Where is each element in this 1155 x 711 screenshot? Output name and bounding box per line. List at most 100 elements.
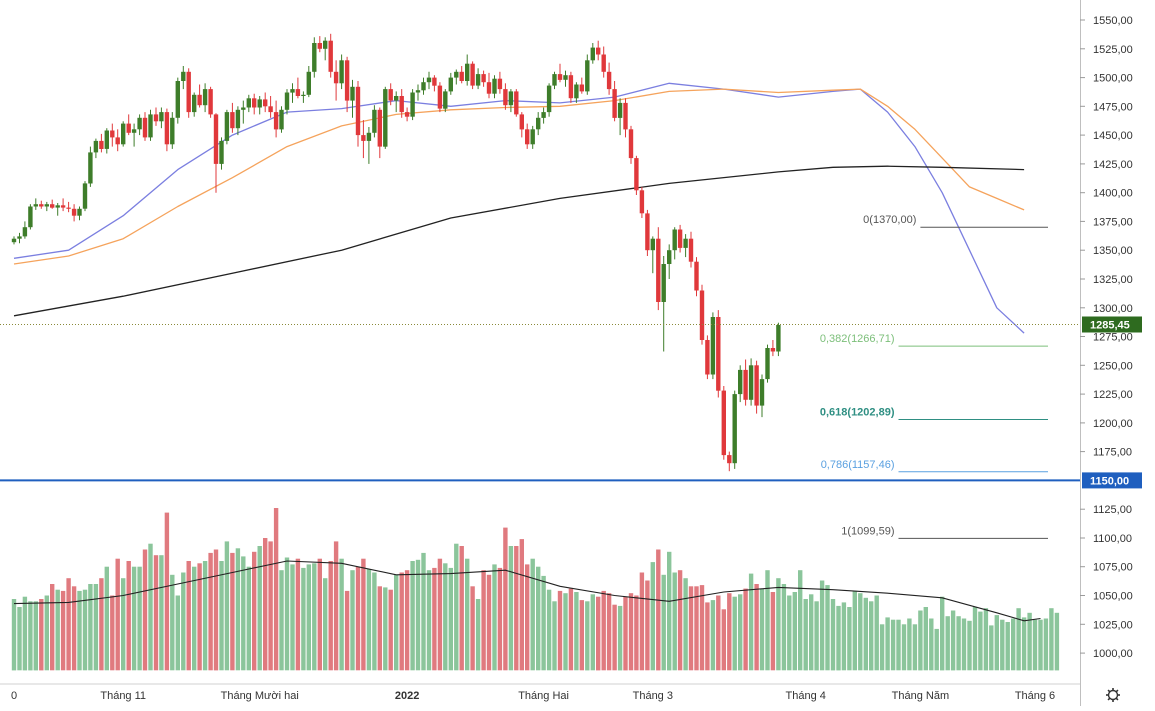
candle-body <box>355 86 361 136</box>
volume-bar <box>634 595 639 671</box>
volume-bar <box>388 589 393 671</box>
volume-bar <box>738 594 743 671</box>
candle-body <box>284 92 290 110</box>
candle-body <box>181 71 186 81</box>
candle-body <box>688 238 694 262</box>
volume-bar <box>617 605 623 671</box>
settings-gear-icon[interactable] <box>1106 688 1120 702</box>
candle-body <box>153 114 159 122</box>
volume-bar <box>912 624 918 671</box>
volume-bar <box>131 566 137 671</box>
volume-bar <box>677 570 683 671</box>
candle-body <box>454 71 459 78</box>
candle-body <box>44 204 49 207</box>
volume-bar <box>170 574 175 671</box>
volume-bar <box>475 599 481 671</box>
candle-body <box>328 40 333 72</box>
volume-bar <box>1032 619 1038 671</box>
candle-body <box>672 229 677 251</box>
candle-body <box>246 98 251 108</box>
volume-bar <box>50 584 55 671</box>
candle-body <box>519 114 524 130</box>
candle-body <box>465 63 470 81</box>
candle-body <box>175 81 180 118</box>
price-tick-label: 1375,00 <box>1093 216 1133 228</box>
volume-bar <box>1000 619 1005 671</box>
candle-body <box>383 89 388 147</box>
volume-bar <box>192 566 197 671</box>
current-price-badge-label: 1285,45 <box>1090 320 1130 332</box>
candle-body <box>317 43 322 49</box>
candle-body <box>257 99 262 108</box>
volume-bar <box>394 574 399 671</box>
volume-bar <box>978 611 983 671</box>
candle-body <box>645 213 650 251</box>
candle-body <box>475 74 481 86</box>
volume-bar <box>323 578 328 671</box>
fib-level-label: 0,618(1202,89) <box>820 407 895 419</box>
candle-body <box>377 109 382 147</box>
volume-bar <box>71 586 77 671</box>
candle-body <box>443 91 448 109</box>
volume-bar <box>934 628 939 671</box>
candle-body <box>323 40 328 49</box>
candle-body <box>612 89 617 118</box>
time-axis-label: Tháng 3 <box>633 690 673 702</box>
volume-bar <box>945 616 950 671</box>
volume-bar <box>585 601 590 671</box>
candle-body <box>186 71 191 113</box>
candle-body <box>33 204 38 207</box>
candle-body <box>279 109 284 130</box>
volume-bar <box>727 593 732 671</box>
candle-body <box>585 60 590 92</box>
candle-body <box>339 60 344 84</box>
volume-bar <box>748 573 754 671</box>
volume-bar <box>541 575 546 671</box>
volume-bar <box>525 564 530 671</box>
volume-bar <box>667 551 672 671</box>
volume-bar <box>754 584 759 671</box>
candle-body <box>754 365 759 406</box>
volume-bar <box>415 559 421 671</box>
volume-bar <box>803 599 808 671</box>
volume-bar <box>350 570 355 671</box>
volume-bar <box>661 574 666 671</box>
candle-body <box>525 129 530 145</box>
time-axis-label: 2022 <box>395 690 419 702</box>
volume-bar <box>421 552 426 671</box>
volume-bar <box>956 616 961 671</box>
volume-bar <box>383 587 388 671</box>
candle-body <box>213 114 219 164</box>
candle-body <box>770 348 776 352</box>
candle-body <box>492 78 497 94</box>
volume-bar <box>55 589 60 671</box>
volume-bar <box>601 590 606 671</box>
candle-body <box>557 74 563 80</box>
candle-body <box>71 208 77 216</box>
candles-layer <box>11 33 781 472</box>
volume-bar <box>536 566 541 671</box>
volume-bar <box>104 566 109 671</box>
volume-bar <box>142 549 148 671</box>
volume-bar <box>672 572 677 671</box>
volume-bar <box>372 572 377 671</box>
candle-body <box>432 77 437 86</box>
volume-bar <box>1049 608 1054 671</box>
volume-bar <box>596 596 601 671</box>
volume-bar <box>1054 612 1060 671</box>
volume-bar <box>514 546 519 671</box>
candle-body <box>110 130 115 138</box>
volume-bar <box>1043 618 1049 671</box>
candle-body <box>372 109 377 133</box>
volume-bar <box>426 570 432 671</box>
volume-bar <box>874 595 879 671</box>
volume-bar <box>197 563 202 671</box>
candle-body <box>699 290 705 340</box>
volume-bar <box>1021 617 1027 671</box>
candle-body <box>333 71 339 84</box>
volume-bar <box>759 588 765 671</box>
volume-bar <box>852 590 857 671</box>
volume-bar <box>781 584 787 671</box>
